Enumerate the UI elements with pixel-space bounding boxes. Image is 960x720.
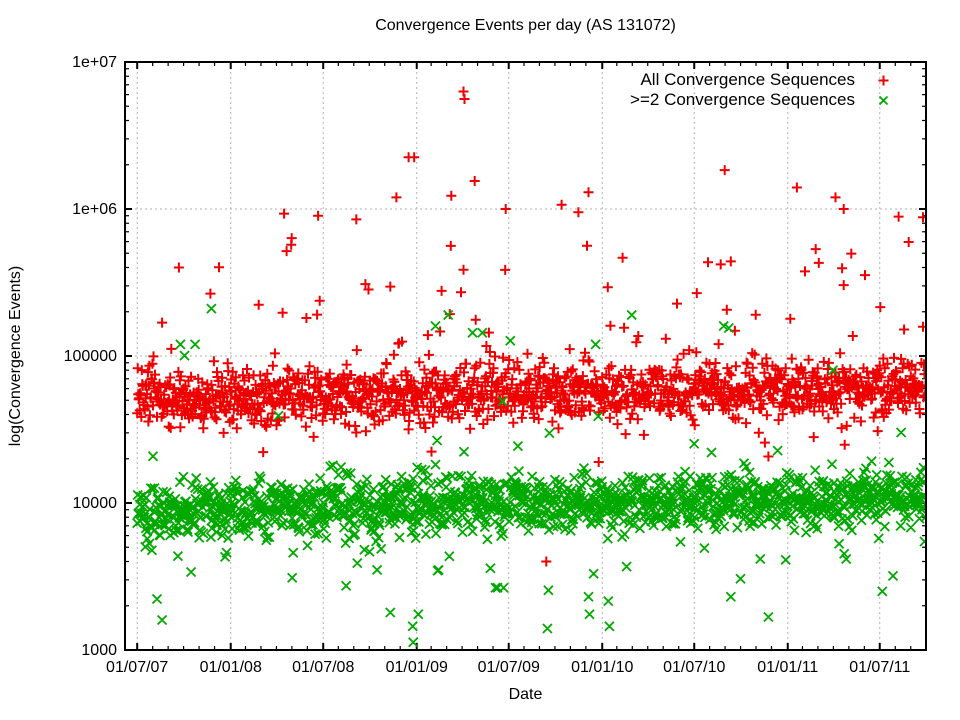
legend: All Convergence Sequences >=2 Convergenc… [630,70,890,110]
legend-row-ge2-sequences: >=2 Convergence Sequences [630,90,890,110]
x-tick-label: 01/01/09 [386,659,448,676]
x-tick-label: 01/07/07 [106,659,168,676]
chart-title: Convergence Events per day (AS 131072) [375,17,676,34]
tick-labels: 01/07/07 01/01/08 01/07/08 01/01/09 01/07/09… [64,54,911,676]
x-tick-label: 01/01/08 [200,659,262,676]
y-tick-label: 100000 [64,348,117,365]
legend-label-all-sequences: All Convergence Sequences [640,70,855,89]
y-axis-label: log(Convergence Events) [7,265,24,447]
series-plus-points [132,86,926,567]
x-tick-label: 01/01/10 [571,659,633,676]
y-tick-label: 10000 [73,495,118,512]
y-tick-label: 1e+07 [72,54,117,71]
x-tick-label: 01/07/09 [478,659,540,676]
x-tick-label: 01/07/08 [292,659,354,676]
x-tick-label: 01/01/11 [757,659,818,676]
plot-border [124,61,927,651]
series-cross-points [132,303,926,648]
plus-marker-icon [878,75,889,85]
y-tick-label: 1000 [81,642,117,659]
x-tick-label: 01/07/11 [849,659,910,676]
legend-label-ge2-sequences: >=2 Convergence Sequences [630,90,855,109]
x-tick-label: 01/07/10 [663,659,725,676]
y-tick-label: 1e+06 [72,201,117,218]
grid-lines [125,62,926,650]
legend-row-all-sequences: All Convergence Sequences [630,70,890,90]
cross-marker-icon [878,95,889,105]
x-axis-label: Date [508,686,543,703]
